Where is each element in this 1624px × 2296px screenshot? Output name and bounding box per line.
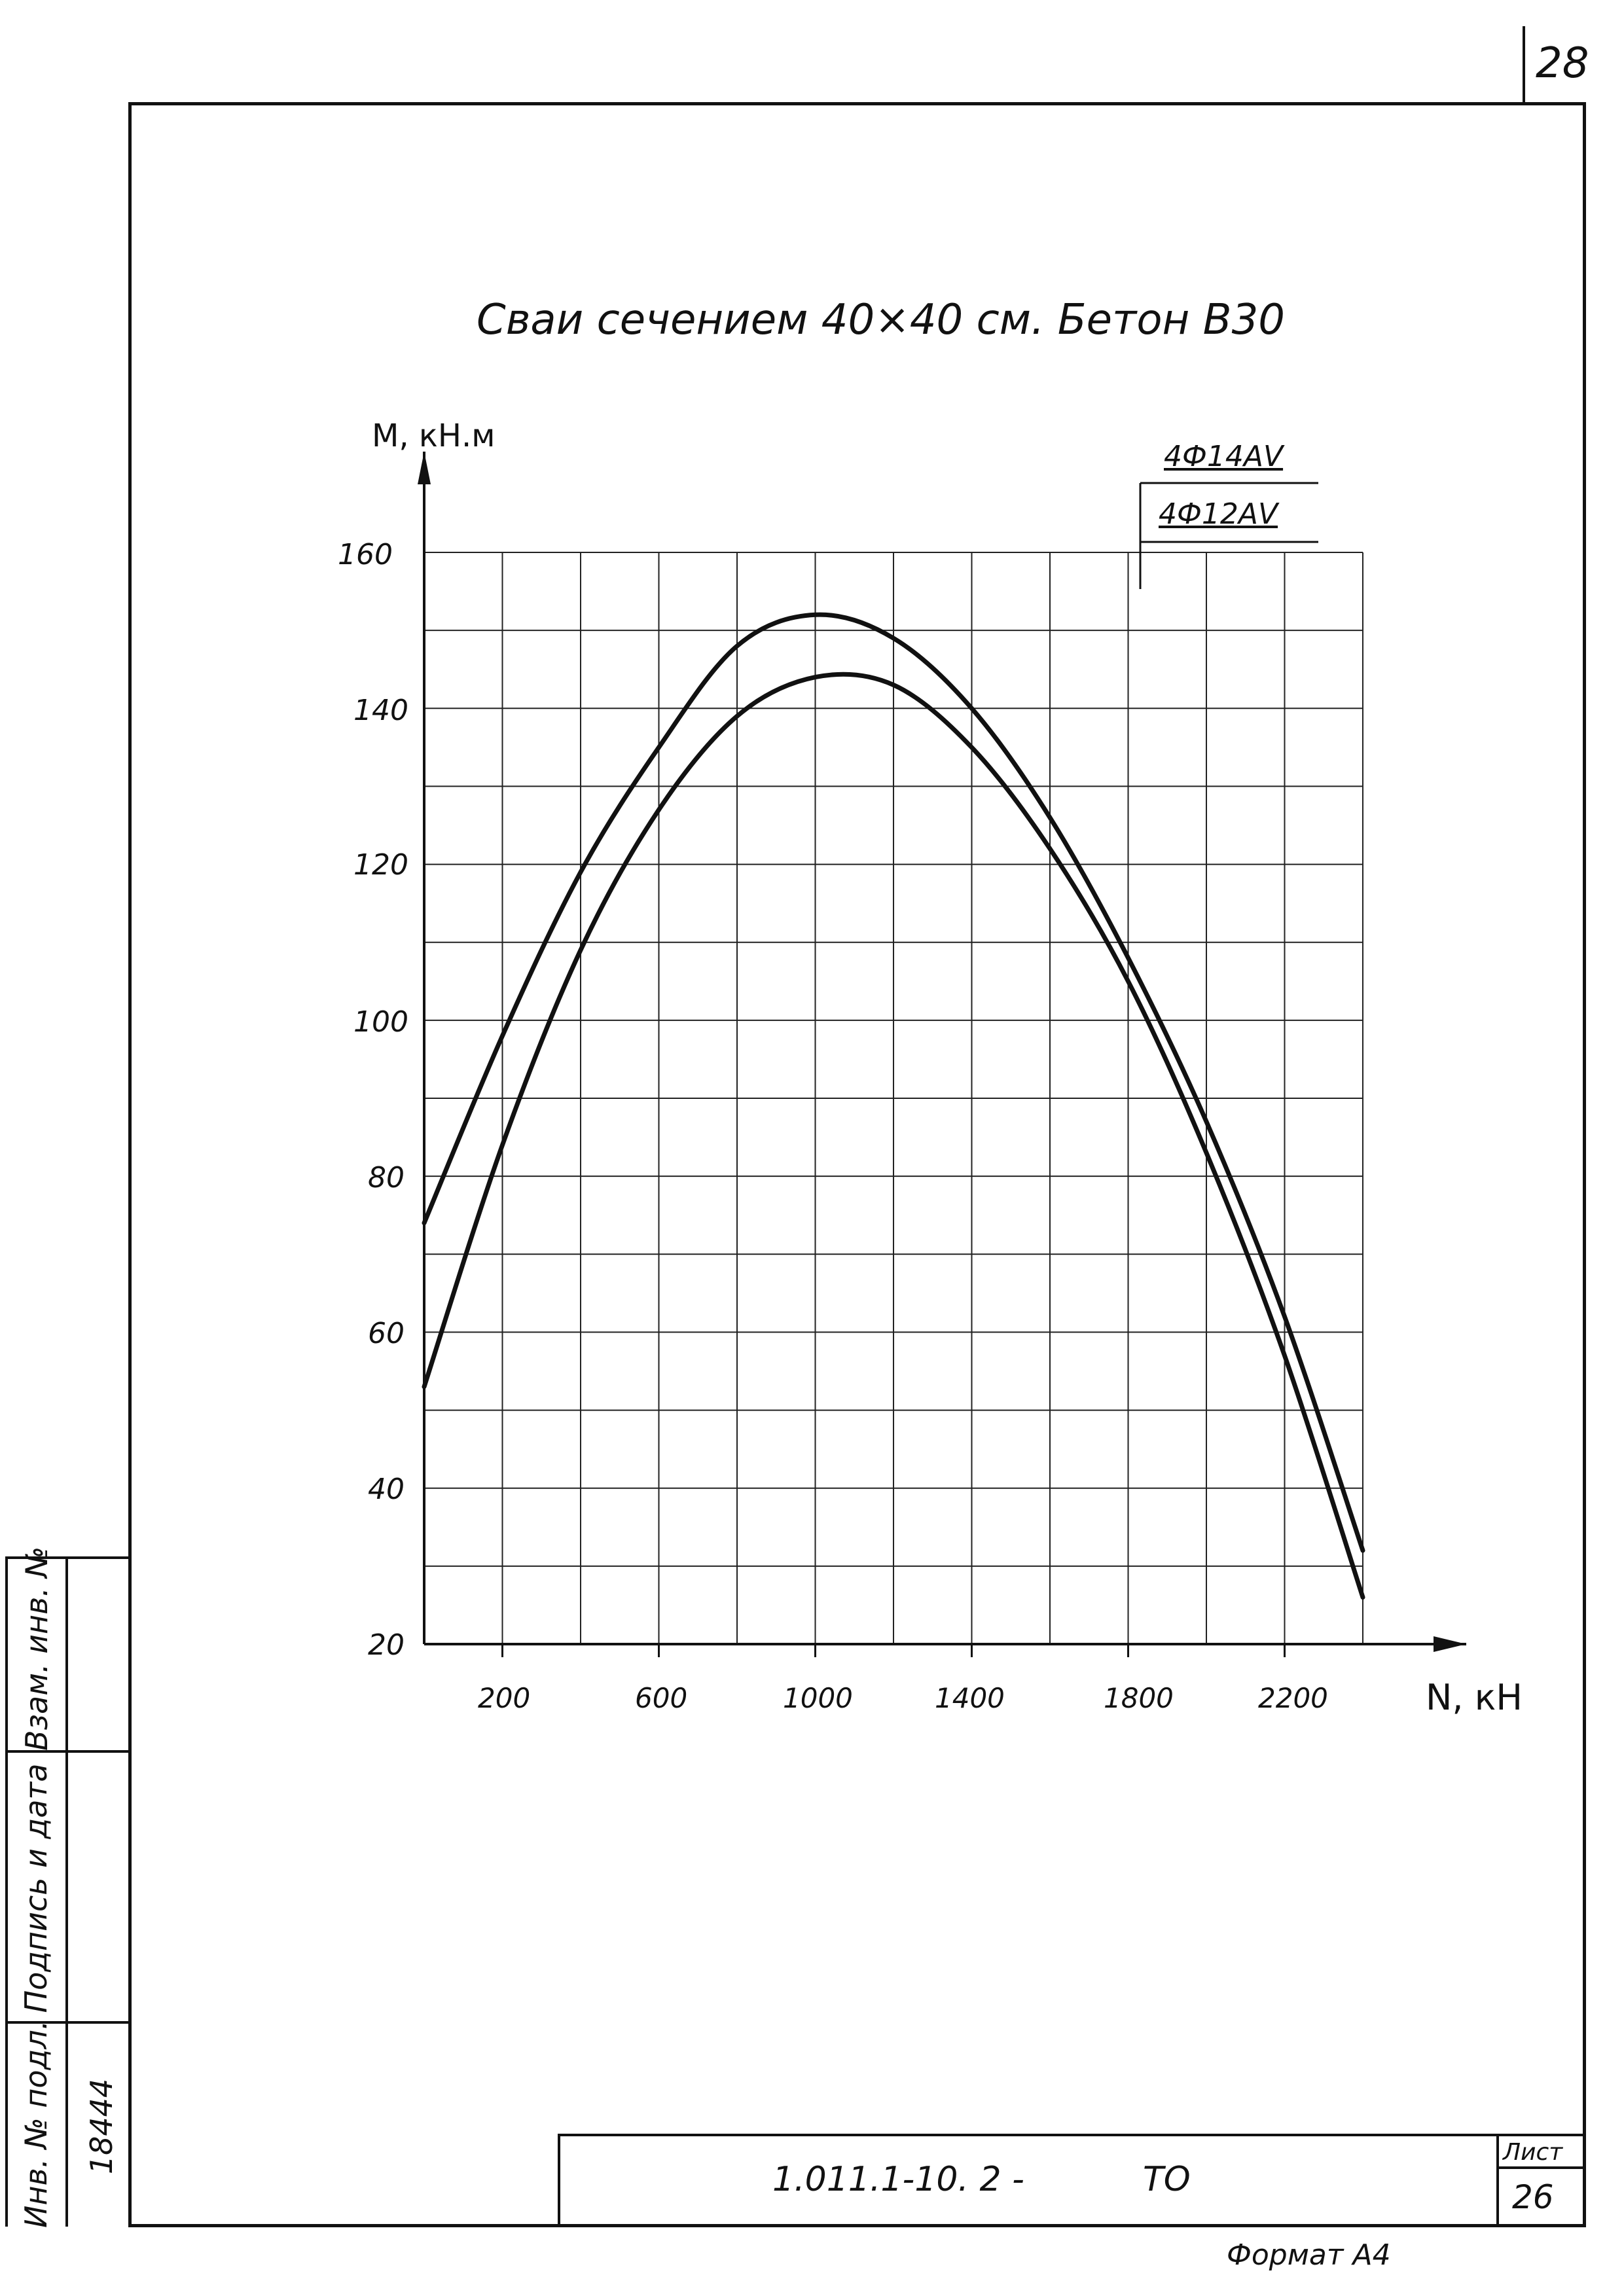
series-line-1 (422, 612, 1365, 1553)
side-label-replaces-inv: Взам. инв. № (19, 1546, 54, 1751)
x-tick-label: 2200 (1258, 1682, 1328, 1714)
chart-title: Сваи сечением 40×40 см. Бетон В30 (477, 296, 1285, 344)
stamp-sheet-hline (1496, 2166, 1585, 2169)
legend-entry-2: 4Ф12АV (1159, 497, 1278, 531)
stamp-doc-code: ТО (1143, 2160, 1191, 2199)
stamp-sheet-label: Лист (1503, 2139, 1563, 2166)
stamp-top-line (559, 2134, 1585, 2136)
side-label-sign-date: Подпись и дата (18, 1763, 54, 2013)
side-value-inv-no: 18444 (84, 2078, 119, 2175)
side-label-inv-no: Инв. № подл. (18, 2020, 54, 2228)
frame-left (128, 102, 132, 2227)
sheet-number-top: 28 (1536, 39, 1589, 88)
stamp-sheet-divider (1496, 2134, 1499, 2227)
side-stamp-outer-left (5, 1556, 8, 2227)
series-line-2 (422, 672, 1365, 1600)
format-label: Формат А4 (1227, 2238, 1391, 2272)
x-tick-label: 1000 (783, 1682, 853, 1714)
y-tick-label: 140 (353, 694, 408, 727)
stamp-designation: 1.011.1-10. 2 - (772, 2160, 1024, 2199)
y-tick-label: 60 (368, 1317, 405, 1350)
side-stamp-mid (65, 1556, 68, 2227)
frame-top (131, 102, 1585, 105)
frame-right (1583, 102, 1586, 2227)
series (422, 612, 1365, 1600)
legend-entry-1: 4Ф14АV (1164, 440, 1284, 473)
x-tick-label: 1400 (935, 1682, 1005, 1714)
y-tick-label: 40 (368, 1473, 405, 1506)
side-stamp-top (5, 1556, 130, 1559)
side-stamp-sep-2 (5, 2021, 130, 2024)
x-axis-arrow (1434, 1636, 1466, 1652)
y-axis-arrow (418, 452, 431, 484)
stamp-sheet-number: 26 (1512, 2178, 1554, 2216)
sheet-number-box-line (1523, 26, 1525, 103)
y-tick-label: 160 (338, 538, 393, 571)
grid (424, 552, 1363, 1645)
y-tick-label: 80 (368, 1161, 405, 1194)
axes (418, 452, 1466, 1657)
side-stamp-sep-1 (5, 1750, 130, 1753)
y-axis-label: М, кН.м (372, 418, 496, 454)
y-tick-label: 100 (353, 1005, 408, 1039)
frame-bottom (128, 2224, 1586, 2227)
y-tick-label: 120 (353, 848, 408, 882)
x-tick-label: 1800 (1104, 1682, 1174, 1714)
stamp-left-line (558, 2134, 560, 2227)
x-axis-label: N, кН (1426, 1677, 1523, 1718)
x-tick-label: 600 (635, 1682, 688, 1714)
legend (1139, 482, 1318, 589)
y-tick-label: 20 (368, 1628, 405, 1662)
x-tick-label: 200 (478, 1682, 531, 1714)
